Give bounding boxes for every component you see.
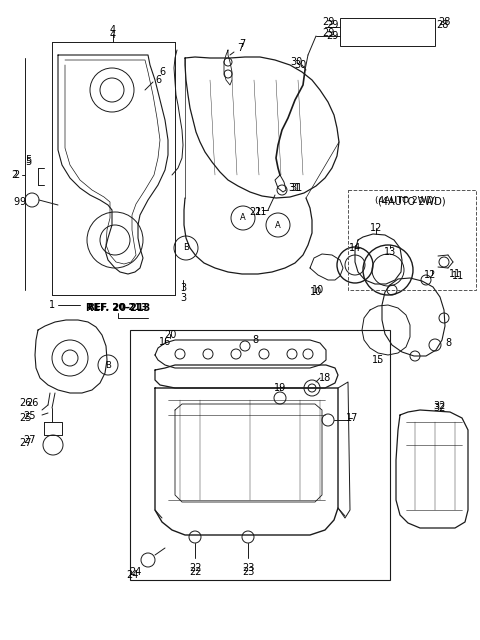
Text: 22: 22 bbox=[189, 563, 201, 573]
Text: 23: 23 bbox=[242, 563, 254, 573]
Text: 13: 13 bbox=[384, 247, 396, 257]
Text: 4: 4 bbox=[110, 30, 116, 40]
Text: 2: 2 bbox=[13, 170, 19, 180]
Text: 5: 5 bbox=[25, 157, 31, 167]
Text: B: B bbox=[105, 360, 111, 369]
Text: 25: 25 bbox=[19, 413, 31, 423]
Text: 28: 28 bbox=[438, 17, 450, 27]
Text: 12: 12 bbox=[424, 270, 436, 280]
Text: 21: 21 bbox=[254, 207, 266, 217]
Text: 10: 10 bbox=[310, 287, 322, 297]
Text: 29: 29 bbox=[322, 17, 334, 27]
Text: 20: 20 bbox=[164, 330, 176, 340]
Text: 4: 4 bbox=[110, 25, 116, 35]
Text: 32: 32 bbox=[434, 401, 446, 411]
Text: 32: 32 bbox=[434, 403, 446, 413]
Text: 16: 16 bbox=[159, 337, 171, 347]
Text: 24: 24 bbox=[129, 567, 141, 577]
Text: 1: 1 bbox=[49, 300, 55, 310]
Text: 26: 26 bbox=[19, 398, 31, 408]
Text: 17: 17 bbox=[346, 413, 358, 423]
Text: 29: 29 bbox=[326, 20, 338, 30]
Text: 31: 31 bbox=[288, 183, 300, 193]
Text: REF. 20-213: REF. 20-213 bbox=[88, 303, 147, 312]
Text: 30: 30 bbox=[290, 57, 302, 67]
Text: 11: 11 bbox=[449, 269, 461, 279]
Text: 25: 25 bbox=[24, 411, 36, 421]
Text: 3: 3 bbox=[180, 293, 186, 303]
Bar bbox=[130, 330, 390, 580]
Text: 21: 21 bbox=[249, 207, 261, 217]
Text: 8: 8 bbox=[445, 338, 451, 348]
Text: (4AUTO 2WD): (4AUTO 2WD) bbox=[375, 195, 437, 205]
Text: 9: 9 bbox=[13, 197, 19, 207]
Text: A: A bbox=[240, 214, 246, 223]
Text: 2: 2 bbox=[11, 170, 17, 180]
Text: 3: 3 bbox=[180, 283, 186, 293]
Text: 5: 5 bbox=[25, 155, 31, 165]
Text: 18: 18 bbox=[319, 373, 331, 383]
Text: 24: 24 bbox=[126, 570, 138, 580]
Bar bbox=[348, 190, 476, 290]
Text: 29: 29 bbox=[322, 28, 334, 38]
Text: 7: 7 bbox=[237, 43, 243, 53]
Text: 6: 6 bbox=[155, 75, 161, 85]
Text: 19: 19 bbox=[274, 383, 286, 393]
Text: 11: 11 bbox=[452, 271, 464, 281]
Text: 29: 29 bbox=[326, 31, 338, 41]
Text: 30: 30 bbox=[294, 60, 306, 70]
Text: 10: 10 bbox=[312, 285, 324, 295]
Text: 8: 8 bbox=[252, 335, 258, 345]
Text: REF. 20-213: REF. 20-213 bbox=[86, 303, 150, 313]
Text: A: A bbox=[275, 221, 281, 230]
Text: 9: 9 bbox=[19, 197, 25, 207]
Text: 7: 7 bbox=[239, 39, 245, 49]
Text: 27: 27 bbox=[19, 438, 31, 448]
Text: 22: 22 bbox=[189, 567, 201, 577]
Text: 23: 23 bbox=[242, 567, 254, 577]
Text: 15: 15 bbox=[372, 355, 384, 365]
Bar bbox=[340, 18, 435, 46]
Text: 26: 26 bbox=[26, 398, 38, 408]
Text: 27: 27 bbox=[24, 435, 36, 445]
Text: 31: 31 bbox=[290, 183, 302, 193]
Text: 28: 28 bbox=[436, 20, 448, 30]
Text: 6: 6 bbox=[159, 67, 165, 77]
Text: (4AUTO 2WD): (4AUTO 2WD) bbox=[378, 197, 446, 207]
Text: 14: 14 bbox=[349, 243, 361, 253]
Text: B: B bbox=[183, 243, 189, 253]
Text: 12: 12 bbox=[370, 223, 382, 233]
